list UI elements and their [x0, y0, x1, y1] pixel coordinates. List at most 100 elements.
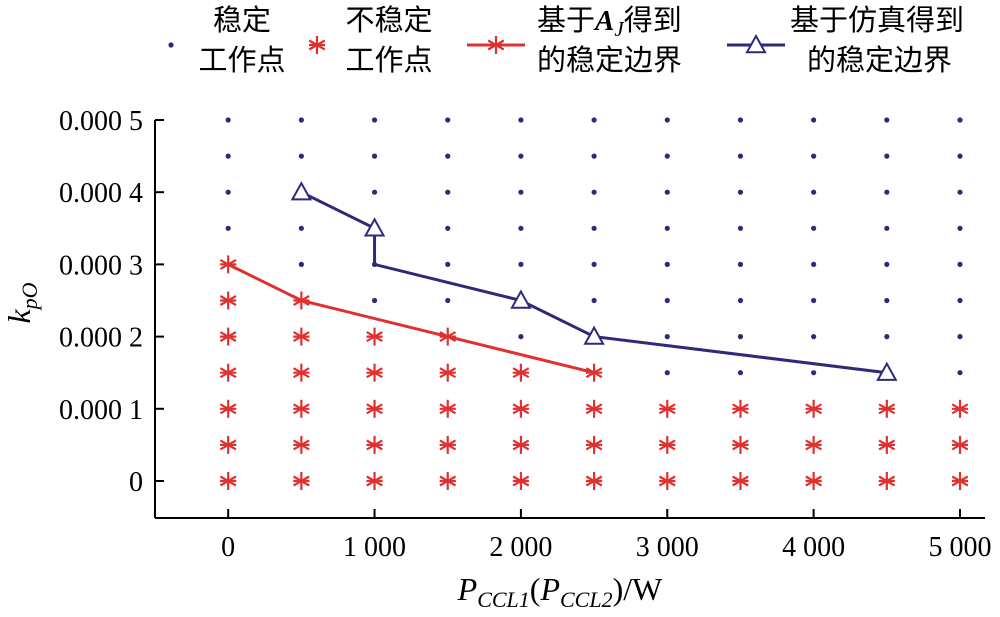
stable-point [298, 117, 304, 123]
boundary-sim-marker [363, 217, 386, 237]
x-tick-label: 0 [221, 532, 235, 563]
stable-point [225, 153, 231, 159]
stable-point [445, 189, 451, 195]
unstable-point [293, 435, 310, 454]
stable-point [811, 153, 817, 159]
unstable-point [732, 472, 749, 490]
unstable-point [658, 399, 676, 418]
axis-titles: PCCL1(PCCL2)/W kpO [1, 282, 663, 612]
stable-point [884, 225, 890, 231]
legend-label: 基于仿真得到 [790, 3, 964, 37]
unstable-point [219, 435, 237, 454]
stable-point [884, 261, 890, 267]
x-axis-title: PCCL1(PCCL2)/W [457, 571, 663, 612]
stable-point [957, 189, 963, 195]
stable-point [225, 225, 231, 231]
legend-marker-sim [745, 33, 767, 54]
stable-point [445, 117, 451, 123]
unstable-point [512, 435, 530, 454]
stable-point [445, 225, 451, 231]
x-tick-label: 5 000 [929, 532, 992, 563]
stable-point [664, 261, 670, 267]
stable-point [737, 225, 744, 231]
stable-point [591, 297, 597, 304]
legend-label: 的稳定边界 [537, 43, 682, 77]
legend-label: 的稳定边界 [807, 43, 952, 77]
stable-point [957, 225, 963, 231]
stable-point [737, 153, 744, 159]
unstable-point [219, 399, 237, 418]
stable-point [298, 153, 304, 159]
series-boundary-aj [227, 263, 595, 375]
stable-point [884, 117, 890, 123]
unstable-point [366, 363, 383, 382]
stable-point [298, 261, 304, 267]
series-layer [219, 117, 969, 490]
unstable-point [878, 435, 896, 454]
series-boundary-sim [290, 181, 898, 381]
stable-point [591, 117, 597, 123]
stable-point [518, 117, 524, 123]
stable-point [957, 297, 963, 304]
unstable-point [219, 327, 237, 346]
unstable-point [439, 363, 457, 382]
unstable-point [951, 435, 969, 454]
unstable-point [439, 472, 457, 490]
legend-marker-stable [168, 42, 174, 48]
unstable-point [658, 435, 676, 454]
stable-point [664, 297, 670, 304]
unstable-point [293, 472, 310, 490]
unstable-point [219, 472, 237, 490]
legend-label: 工作点 [198, 43, 285, 77]
stable-point [811, 117, 817, 123]
unstable-point [366, 327, 383, 346]
x-tick-label: 4 000 [782, 532, 845, 563]
unstable-point [512, 363, 530, 382]
legend-marker-unstable [308, 36, 326, 54]
x-tick-label: 2 000 [489, 532, 552, 563]
stable-point [884, 334, 890, 340]
stable-point [737, 261, 744, 267]
stable-point [664, 189, 670, 195]
stable-point [298, 225, 304, 231]
unstable-point [219, 363, 237, 382]
stable-point [371, 297, 378, 304]
stable-point [957, 370, 963, 376]
unstable-point [439, 435, 457, 454]
stable-point [811, 334, 817, 340]
stable-point [445, 261, 451, 267]
unstable-point [951, 472, 969, 490]
unstable-point [366, 472, 383, 490]
unstable-point [512, 472, 530, 490]
unstable-point [585, 435, 603, 454]
unstable-point [512, 399, 530, 418]
stable-point [518, 189, 524, 195]
stable-point [737, 189, 744, 195]
stable-point [884, 297, 890, 304]
unstable-point [732, 435, 749, 454]
unstable-point [805, 435, 822, 454]
unstable-point [878, 399, 896, 418]
unstable-point [732, 399, 749, 418]
legend-marker-aj [487, 36, 505, 54]
unstable-point [951, 399, 969, 418]
stable-point [518, 334, 524, 340]
stable-point [664, 370, 670, 376]
stable-point [225, 189, 231, 195]
stable-point [371, 153, 378, 159]
y-tick-label: 0.000 2 [59, 323, 143, 354]
legend-label: 基于AJ得到 [537, 3, 682, 41]
stable-point [371, 117, 378, 123]
unstable-point [439, 399, 457, 418]
series-stable [225, 117, 963, 376]
stable-point [811, 297, 817, 304]
stable-point [518, 261, 524, 267]
y-tick-label: 0.000 1 [59, 395, 143, 426]
unstable-point [293, 327, 310, 346]
stable-point [591, 261, 597, 267]
stable-point [664, 153, 670, 159]
